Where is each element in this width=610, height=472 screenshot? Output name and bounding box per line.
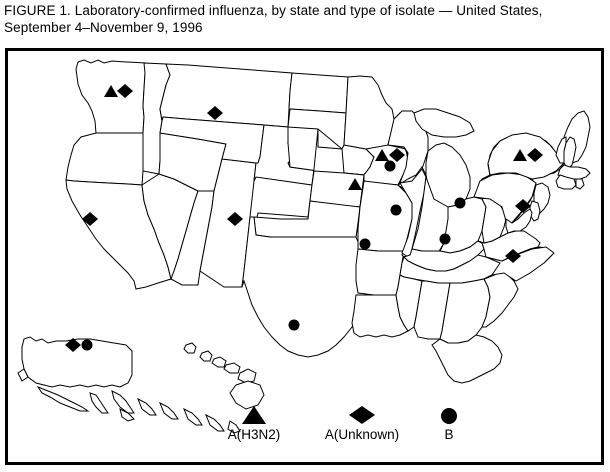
map-marker-circle (390, 204, 402, 216)
map-frame: A(H3N2) A(Unknown) B (5, 48, 604, 465)
legend-label-a-unknown: A(Unknown) (324, 427, 400, 442)
map-marker-circle (439, 233, 451, 245)
map-marker-triangle (513, 149, 527, 161)
map-marker-diamond (207, 106, 223, 120)
map-marker-diamond (389, 148, 405, 162)
map-marker-diamond (527, 148, 543, 162)
triangle-icon (194, 405, 314, 427)
map-marker-triangle (104, 85, 118, 97)
legend-entry-a-unknown: A(Unknown) (286, 405, 438, 443)
map-marker-circle (359, 238, 371, 250)
legend-label-b: B (444, 427, 454, 442)
map-markers (65, 84, 543, 352)
map-marker-circle (81, 339, 93, 351)
map-marker-circle (454, 197, 466, 209)
map-marker-circle (288, 319, 300, 331)
map-marker-triangle (375, 149, 389, 161)
legend-label-a-h3n2: A(H3N2) (227, 427, 281, 442)
map-marker-diamond (515, 199, 531, 213)
legend-entry-b: B (404, 405, 494, 443)
us-map-svg (8, 51, 601, 462)
map-marker-diamond (117, 84, 133, 98)
map-marker-diamond (227, 212, 243, 226)
map-marker-triangle (348, 178, 362, 190)
legend-entry-a-h3n2: A(H3N2) (194, 405, 314, 443)
map-marker-diamond (505, 249, 521, 263)
state-outlines (18, 60, 590, 433)
map-marker-diamond (65, 338, 81, 352)
map-marker-circle (384, 160, 396, 172)
map-legend: A(H3N2) A(Unknown) B (8, 403, 601, 459)
figure-title: FIGURE 1. Laboratory-confirmed influenza… (4, 3, 543, 35)
map-canvas: A(H3N2) A(Unknown) B (8, 51, 601, 462)
diamond-icon (286, 405, 438, 427)
map-marker-diamond (82, 212, 98, 226)
circle-icon (404, 405, 494, 427)
